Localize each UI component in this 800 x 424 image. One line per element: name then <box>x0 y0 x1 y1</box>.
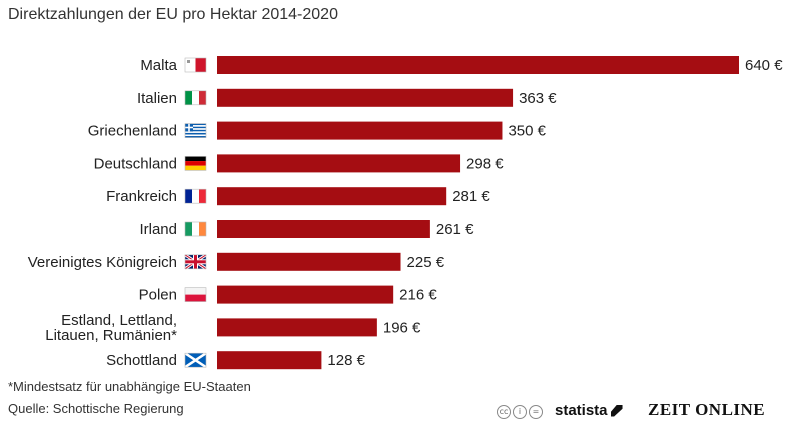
chart-title: Direktzahlungen der EU pro Hektar 2014-2… <box>8 6 338 23</box>
statista-mark-icon <box>610 404 623 417</box>
value-label: 128 € <box>327 352 365 369</box>
category-label: Estland, Lettland, Litauen, Rumänien* <box>45 312 177 344</box>
category-label: Griechenland <box>88 123 177 140</box>
value-label: 298 € <box>466 155 504 172</box>
bar <box>217 187 447 206</box>
zeit-online-logo[interactable]: ZEIT ONLINE <box>648 400 766 419</box>
bar <box>217 351 322 370</box>
bar <box>217 56 739 74</box>
value-label: 216 € <box>399 287 437 304</box>
ireland-flag-icon <box>184 221 207 237</box>
malta-flag-icon <box>184 57 207 73</box>
bar <box>217 88 514 107</box>
value-label: 225 € <box>407 254 445 271</box>
by-icon: i <box>513 405 527 419</box>
value-label: 196 € <box>383 319 421 336</box>
category-label: Vereinigtes Königreich <box>28 254 177 271</box>
category-label: Italien <box>137 90 177 107</box>
scotland-flag-icon <box>184 352 207 369</box>
cc-icon: cc <box>497 405 511 419</box>
greece-flag-icon <box>184 123 207 138</box>
bar-chart: Malta 640 € Italien 363 € Griechenland 350 € D… <box>28 56 783 370</box>
uk-flag-icon <box>184 253 207 271</box>
bar <box>217 220 430 238</box>
italy-flag-icon <box>184 90 207 106</box>
bar <box>217 318 377 337</box>
value-label: 281 € <box>452 188 490 205</box>
category-label: Deutschland <box>94 155 177 172</box>
value-label: 640 € <box>745 57 783 74</box>
france-flag-icon <box>184 188 207 204</box>
statista-wordmark: statista <box>555 402 608 419</box>
license-icons: cc i = <box>497 405 543 419</box>
germany-flag-icon <box>184 156 207 171</box>
bar <box>217 285 394 304</box>
value-label: 363 € <box>519 90 557 107</box>
bar <box>217 252 401 271</box>
source-note: Quelle: Schottische Regierung <box>8 401 184 416</box>
category-label: Malta <box>140 57 177 74</box>
category-label: Frankreich <box>106 188 177 205</box>
category-label: Schottland <box>106 352 177 369</box>
nd-icon: = <box>529 405 543 419</box>
category-label: Polen <box>139 287 177 304</box>
category-label: Irland <box>139 221 177 238</box>
statista-logo[interactable]: statista <box>555 402 623 419</box>
value-label: 261 € <box>436 221 474 238</box>
footnote: *Mindestsatz für unabhängige EU-Staaten <box>8 379 251 394</box>
bar <box>217 154 461 173</box>
poland-flag-icon <box>184 287 207 302</box>
value-label: 350 € <box>508 123 546 140</box>
bar <box>217 121 503 140</box>
